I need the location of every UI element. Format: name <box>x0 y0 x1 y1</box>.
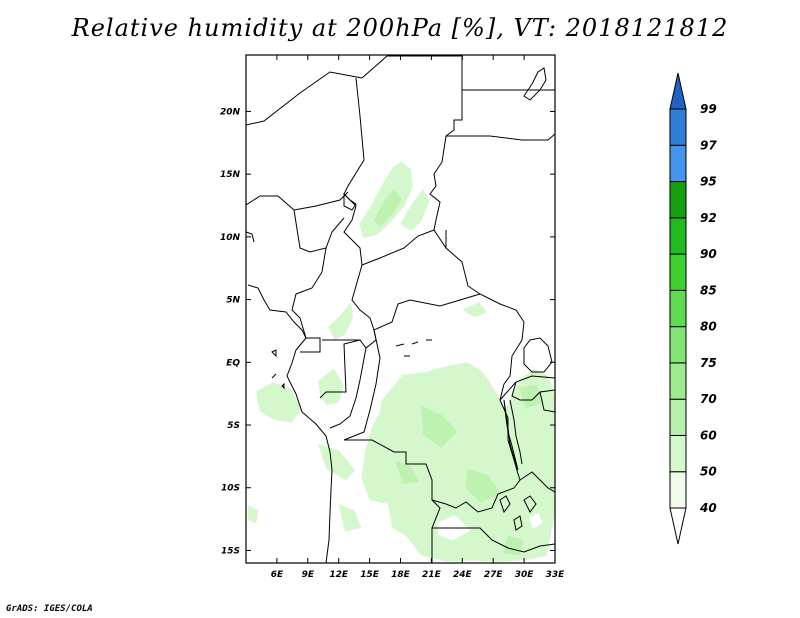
colorbar-label: 60 <box>700 428 717 442</box>
humidity-patch-60 <box>519 384 543 409</box>
x-tick-label: 33E <box>546 570 566 580</box>
map-panel: 6E 9E 12E 15E 18E 21E 24E 27E 30E 33E 20N 15N 10N 5N… <box>220 54 565 580</box>
border-angola-zambia <box>431 527 555 563</box>
colorbar-box <box>669 326 687 364</box>
x-tick-label: 27E <box>484 570 504 580</box>
border-drc <box>343 321 525 563</box>
colorbar-box <box>669 108 687 146</box>
colorbar-label: 80 <box>700 320 717 334</box>
colorbar-label: 50 <box>700 465 717 479</box>
colorbar-box <box>669 398 687 436</box>
y-tick-label: 5S <box>227 421 240 431</box>
colorbar-box <box>669 181 687 219</box>
y-tick-label: 10N <box>220 233 241 243</box>
colorbar-label: 99 <box>700 102 717 116</box>
colorbar-label: 40 <box>699 501 717 515</box>
x-tick-label: 6E <box>271 570 284 580</box>
humidity-region-50 <box>338 504 362 532</box>
y-tick-label: 15N <box>220 170 241 180</box>
humidity-patch-60 <box>373 189 402 227</box>
colorbar-box <box>669 217 687 255</box>
colorbar-label: 92 <box>700 211 717 225</box>
humidity-shading <box>248 161 555 562</box>
grads-credit: GrADS: IGES/COLA <box>6 604 93 614</box>
y-axis: 20N 15N 10N 5N EQ 5S 10S 15S <box>220 107 555 556</box>
colorbar-under-triangle <box>669 507 687 545</box>
humidity-patch-60 <box>421 406 458 448</box>
x-tick-label: 18E <box>391 570 411 580</box>
border-chad-sudan <box>387 55 463 231</box>
x-tick-label: 9E <box>302 570 315 580</box>
colorbar-box <box>669 362 687 400</box>
humidity-hole <box>529 512 543 530</box>
border-east <box>499 375 555 493</box>
humidity-region-50 <box>328 302 354 340</box>
colorbar-label: 95 <box>700 175 717 189</box>
coastline-west <box>246 71 363 563</box>
x-tick-label: 12E <box>329 570 349 580</box>
humidity-region-50 <box>248 505 259 523</box>
humidity-region-50 <box>400 189 430 231</box>
humidity-patch-60 <box>395 460 419 484</box>
figure-title: Relative humidity at 200hPa [%], VT: 201… <box>71 14 729 42</box>
colorbar-over-triangle <box>669 72 687 110</box>
humidity-region-50 <box>361 362 555 562</box>
colorbar-box <box>669 434 687 473</box>
x-tick-label: 15E <box>360 570 380 580</box>
x-tick-label: 24E <box>453 570 473 580</box>
x-axis: 6E 9E 12E 15E 18E 21E 24E 27E 30E 33E <box>271 55 565 580</box>
lake-tanganyika <box>503 399 523 471</box>
congo-river-marks <box>271 339 432 379</box>
colorbar: 40 50 60 70 75 80 85 90 92 95 97 99 <box>669 72 717 545</box>
colorbar-label: 90 <box>700 247 717 261</box>
border-congo <box>300 329 377 429</box>
colorbar-label: 85 <box>700 283 717 297</box>
humidity-region-50 <box>318 368 344 405</box>
colorbar-box <box>669 471 687 509</box>
humidity-patch-60 <box>465 468 502 503</box>
colorbar-label: 97 <box>700 138 717 152</box>
border-sudan-ss <box>445 133 555 248</box>
red-sea-coast <box>523 67 547 101</box>
border-car <box>351 229 525 331</box>
colorbar-box <box>669 289 687 328</box>
y-tick-label: 20N <box>220 107 241 117</box>
island-bioko <box>271 349 285 390</box>
y-tick-label: 10S <box>221 484 240 494</box>
colorbar-box <box>669 144 687 183</box>
y-tick-label: EQ <box>226 358 240 368</box>
x-tick-label: 21E <box>422 570 442 580</box>
y-tick-label: 5N <box>226 296 240 306</box>
humidity-region-50 <box>462 302 487 318</box>
border-niger-chad <box>343 55 388 266</box>
colorbar-label: 75 <box>700 356 717 370</box>
colorbar-label: 70 <box>700 392 717 406</box>
x-tick-label: 30E <box>515 570 535 580</box>
humidity-region-50 <box>256 382 302 423</box>
colorbar-box <box>669 253 687 291</box>
lake-chad <box>343 192 357 211</box>
humidity-region-50 <box>318 443 356 481</box>
lake-malawi-area <box>499 495 537 531</box>
y-tick-label: 15S <box>221 546 240 556</box>
